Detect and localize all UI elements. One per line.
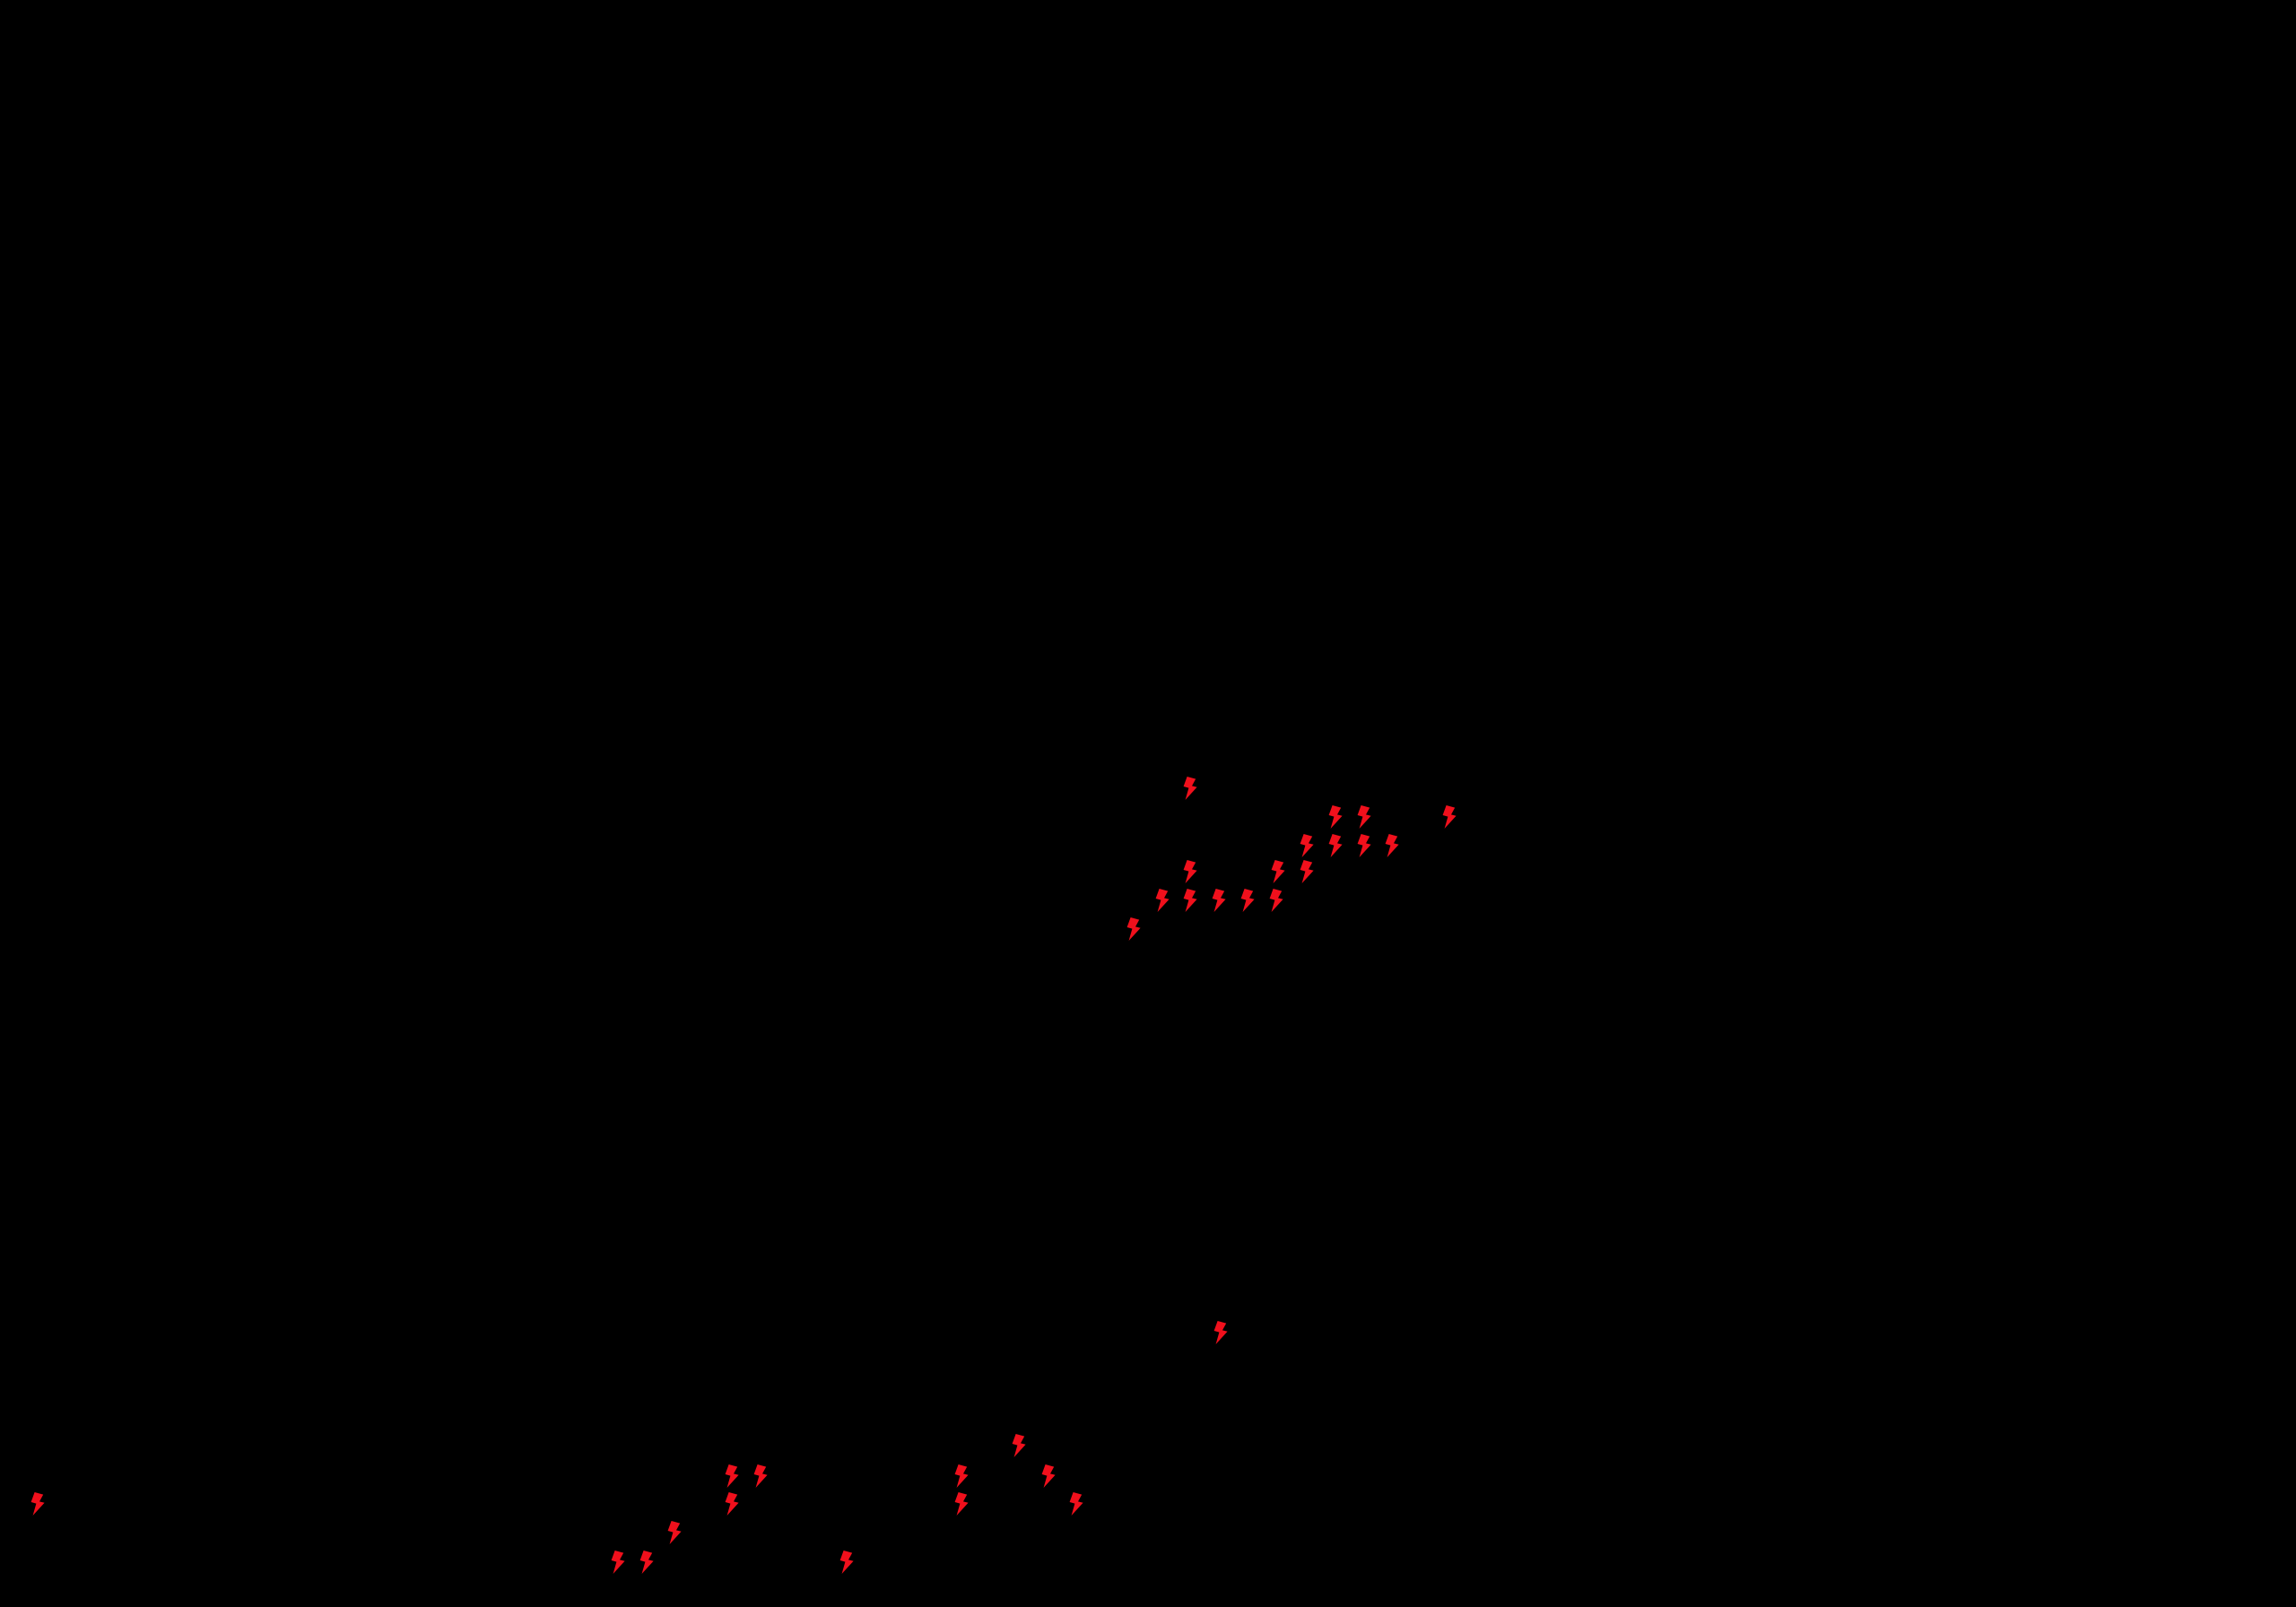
lightning-bolt-icon (1183, 889, 1198, 912)
lightning-bolt-icon (1328, 834, 1344, 857)
lightning-bolt-icon (1357, 834, 1372, 857)
lightning-bolt-icon (1357, 805, 1372, 829)
lightning-bolt-icon (1183, 777, 1198, 800)
lightning-bolt-icon (1300, 860, 1315, 883)
lightning-bolt-icon (954, 1492, 970, 1516)
lightning-bolt-icon (1126, 917, 1142, 941)
lightning-bolt-icon (1269, 889, 1284, 912)
lightning-bolt-icon (1069, 1492, 1084, 1516)
lightning-bolt-icon (1155, 889, 1170, 912)
lightning-bolt-icon (1385, 834, 1400, 857)
lightning-bolt-icon (954, 1464, 970, 1488)
lightning-bolt-icon (1183, 860, 1198, 883)
lightning-bolt-icon (639, 1551, 655, 1574)
lightning-bolt-icon (839, 1551, 855, 1574)
lightning-bolt-icon (30, 1492, 46, 1516)
lightning-bolt-icon (1328, 805, 1344, 829)
lightning-bolt-icon (667, 1521, 683, 1544)
lightning-bolt-icon (611, 1551, 626, 1574)
lightning-bolt-icon (1300, 834, 1315, 857)
lightning-bolt-icon (1213, 1321, 1229, 1344)
lightning-bolt-icon (1442, 805, 1457, 829)
lightning-bolt-icon (725, 1492, 740, 1516)
lightning-bolt-icon (753, 1464, 769, 1488)
lightning-bolt-icon (1271, 860, 1286, 883)
lightning-bolt-icon (1041, 1464, 1057, 1488)
lightning-bolt-icon (1240, 889, 1256, 912)
lightning-bolt-icon (1012, 1434, 1027, 1457)
lightning-bolt-icon (1212, 889, 1227, 912)
lightning-bolt-icon (725, 1464, 740, 1488)
